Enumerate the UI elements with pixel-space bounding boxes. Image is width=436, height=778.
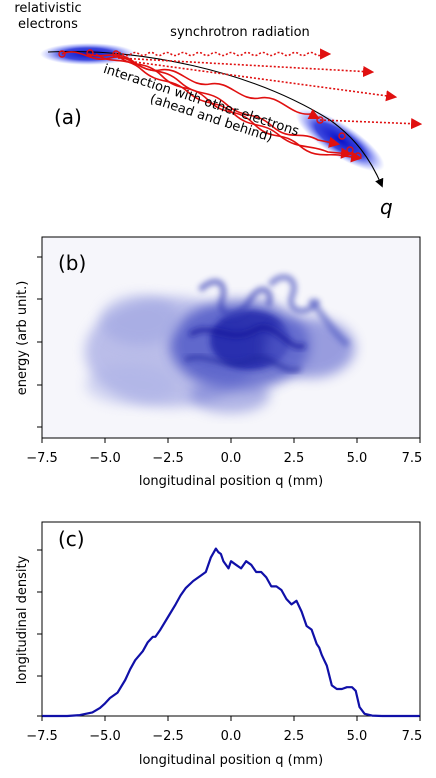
panel-c-ylabel: longitudinal density xyxy=(15,555,30,684)
panel-b-xtick-label: −2.5 xyxy=(152,451,184,466)
panel-c-xtick-label: −2.5 xyxy=(152,729,184,744)
dotted-wavy-arrow-icon xyxy=(114,48,332,60)
panel-c-xtick-label: −5.0 xyxy=(89,729,121,744)
particle-dot xyxy=(316,116,324,124)
panel-c-xtick-label: −7.5 xyxy=(26,729,58,744)
panel-c: −7.5 −5.0 −2.5 0.0 2.5 5.0 7.5 (c) longi… xyxy=(15,521,422,768)
panel-c-xtick-label: 2.5 xyxy=(284,729,305,744)
panel-c-y-ticks xyxy=(37,549,42,717)
panel-a-label: (a) xyxy=(54,105,82,129)
electrons-label-line2: electrons xyxy=(18,17,78,32)
panel-b-xtick-label: −7.5 xyxy=(26,451,58,466)
wavy-arrow-icon xyxy=(61,51,321,120)
panel-b-xlabel: longitudinal position q (mm) xyxy=(139,474,323,489)
particle-dot xyxy=(58,50,66,58)
particle-dot xyxy=(86,49,94,57)
panel-c-xtick-label: 5.0 xyxy=(347,729,368,744)
particle-dot xyxy=(112,50,120,58)
density-series-line xyxy=(42,547,420,718)
electron-bunch-icon xyxy=(295,108,385,172)
interaction-label-line1: interaction with other electrons xyxy=(101,62,301,140)
panel-b-xtick-label: 7.5 xyxy=(402,451,423,466)
panel-b-xtick-label: −5.0 xyxy=(89,451,121,466)
direction-label: q xyxy=(380,195,393,219)
radiation-label: synchrotron radiation xyxy=(170,25,310,40)
panel-b-xtick-label: 2.5 xyxy=(284,451,305,466)
electrons-label-line1: relativistic xyxy=(14,1,81,16)
dotted-wavy-arrow-icon xyxy=(319,118,423,130)
panel-b: −7.5 −5.0 −2.5 0.0 2.5 5.0 7.5 (b) longi… xyxy=(15,236,422,489)
particle-dot xyxy=(338,132,346,140)
panel-b-xtick-label: 0.0 xyxy=(221,451,242,466)
panel-b-label: (b) xyxy=(58,251,86,275)
phase-space-density-image xyxy=(85,274,355,413)
wavy-arrow-icon xyxy=(115,53,363,163)
panel-c-plot-area xyxy=(41,521,421,717)
panel-b-xtick-label: 5.0 xyxy=(347,451,368,466)
particle-dot xyxy=(354,152,362,160)
panel-b-y-ticks xyxy=(37,256,42,428)
panel-a: relativistic electrons synchrotron radia… xyxy=(14,1,423,219)
panel-b-x-ticks: −7.5 −5.0 −2.5 0.0 2.5 5.0 7.5 xyxy=(26,438,422,466)
panel-c-xtick-label: 0.0 xyxy=(221,729,242,744)
particle-dot xyxy=(346,146,354,154)
panel-c-xlabel: longitudinal position q (mm) xyxy=(139,753,323,768)
wavy-arrow-icon xyxy=(87,53,341,148)
panel-b-ylabel: energy (arb unit.) xyxy=(15,281,30,396)
panel-c-label: (c) xyxy=(58,527,85,551)
panel-c-x-ticks: −7.5 −5.0 −2.5 0.0 2.5 5.0 7.5 xyxy=(26,716,422,744)
panel-c-xtick-label: 7.5 xyxy=(402,729,423,744)
wavy-arrow-icon xyxy=(95,53,353,159)
